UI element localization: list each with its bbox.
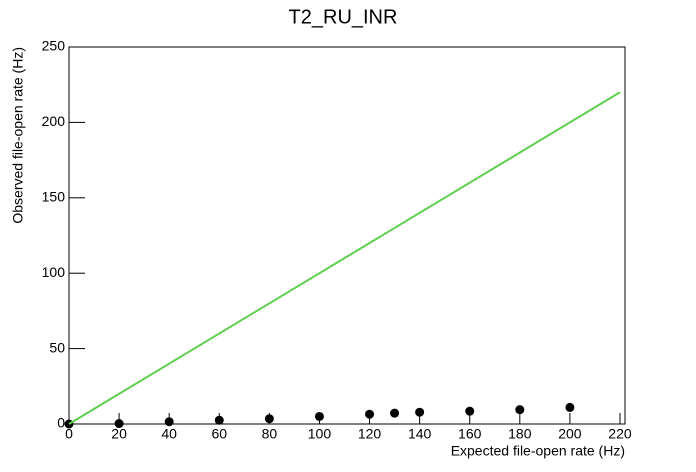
data-point: [314, 411, 324, 421]
x-tick-label: 200: [558, 426, 582, 442]
x-axis-label: Expected file-open rate (Hz): [451, 443, 625, 459]
x-tick-label: 180: [508, 426, 532, 442]
x-tick-label: 0: [65, 426, 73, 442]
y-tick-label: 200: [42, 113, 66, 129]
data-point: [465, 406, 475, 416]
data-point: [390, 408, 400, 418]
plot-frame: [68, 46, 626, 425]
y-tick-label: 0: [57, 415, 65, 431]
x-tick-label: 100: [308, 426, 332, 442]
y-tick-label: 150: [42, 189, 66, 205]
y-tick-label: 250: [42, 38, 66, 54]
x-tick-label: 80: [262, 426, 278, 442]
y-tick-label: 100: [42, 264, 66, 280]
line-series: [68, 91, 621, 425]
data-point: [114, 419, 124, 429]
x-tick-label: 20: [111, 426, 127, 442]
x-tick-label: 40: [161, 426, 177, 442]
data-point: [565, 402, 575, 412]
x-tick-label: 60: [211, 426, 227, 442]
data-point: [264, 414, 274, 424]
x-tick-label: 160: [458, 426, 482, 442]
data-point: [415, 407, 425, 417]
x-tick-label: 140: [408, 426, 432, 442]
data-point: [164, 417, 174, 427]
data-point: [515, 405, 525, 415]
data-point: [214, 415, 224, 425]
data-point: [365, 409, 375, 419]
x-tick-label: 120: [358, 426, 382, 442]
chart-title: T2_RU_INR: [289, 6, 398, 28]
x-tick-label: 220: [608, 426, 632, 442]
y-tick-label: 50: [49, 339, 65, 355]
y-axis-label: Observed file-open rate (Hz): [10, 47, 26, 224]
